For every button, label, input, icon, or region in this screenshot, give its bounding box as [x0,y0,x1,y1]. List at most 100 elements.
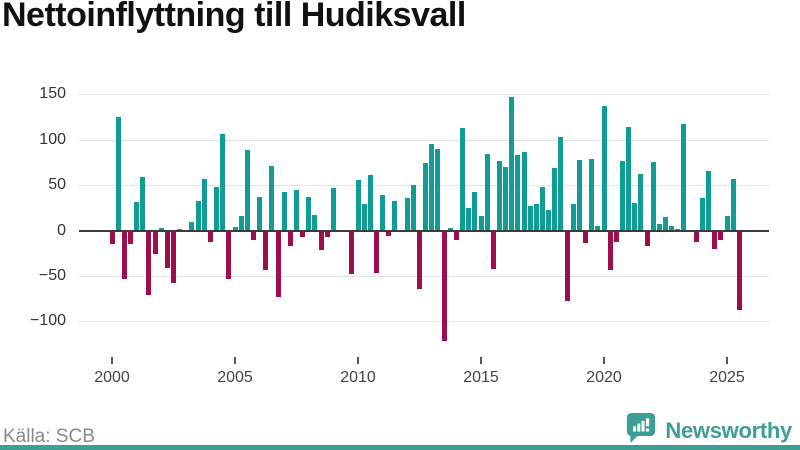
bar [656,224,662,231]
bar [453,230,459,241]
gridline [79,275,769,277]
bar [257,196,263,231]
bar [171,230,176,284]
bar [460,128,466,231]
bar [478,215,484,231]
bar [527,206,533,231]
bar [195,200,201,231]
bar [367,175,373,231]
newsworthy-speech-bubble-chart-icon [626,412,656,449]
bar [718,230,724,240]
bar [613,230,619,243]
bar [250,230,256,240]
x-axis-tick [111,357,113,364]
bar [306,196,312,231]
y-axis-label: 0 [57,221,66,239]
bar [632,203,638,231]
y-axis-label: −50 [38,266,66,284]
bar [693,230,699,243]
bar [164,230,170,268]
bar [546,209,552,231]
bar [663,216,668,231]
bar [650,161,656,231]
bar [404,197,410,231]
bar [576,159,582,231]
x-axis-label: 2020 [586,369,622,386]
bar [189,222,195,231]
bar [380,195,386,231]
bar [392,201,398,231]
bar [521,151,527,231]
bar [134,202,140,231]
bar [287,230,293,246]
zero-axis-line [79,229,769,232]
bar [496,160,502,231]
gridline [79,94,769,96]
bar [669,225,675,231]
bar [324,230,330,237]
bar [736,230,742,311]
bar [220,134,226,231]
bar [712,230,718,249]
bar [115,117,121,231]
bar [294,189,299,231]
bar [552,167,558,231]
bar [121,230,127,279]
bar [435,148,441,231]
bar [140,176,146,231]
bar [207,230,213,243]
bar [429,144,435,231]
brand-logo: Newsworthy [626,412,792,449]
x-axis-label: 2010 [340,369,376,386]
bar [466,207,472,231]
bar [607,230,613,270]
bar [699,197,705,231]
bar [595,225,601,231]
brand-name: Newsworthy [665,417,792,443]
bar [232,226,238,231]
x-axis-label: 2015 [463,369,499,386]
x-axis-tick [603,357,605,364]
bar [583,230,589,244]
chart-title: Nettoinflyttning till Hudiksvall [2,0,466,34]
bar [312,215,318,231]
x-axis-label: 2005 [217,369,253,386]
bar [601,106,607,231]
bar [515,155,521,231]
bar [373,230,379,274]
bar [109,230,115,245]
x-axis-tick [357,357,359,364]
bar [152,230,158,255]
bar [226,230,232,279]
bar [410,185,416,231]
bar [417,230,422,289]
y-axis-label: 50 [48,176,66,194]
bar [533,204,539,231]
bar [318,230,324,251]
x-axis-tick [234,357,236,364]
bar [201,178,207,231]
bar [570,204,576,231]
bar [441,230,447,342]
bar [275,230,281,297]
bar [447,227,453,231]
bar [269,166,275,231]
bar [127,230,133,245]
bar [484,154,490,231]
bar [361,204,367,231]
bar [638,174,644,231]
bar [349,230,355,275]
bar [214,186,220,231]
x-axis-tick [480,357,482,364]
bar [589,158,595,231]
bar [730,178,736,231]
bar [244,149,250,231]
gridline [79,139,769,141]
bar [355,179,361,231]
y-axis-label: 150 [39,85,66,103]
bar [423,163,429,231]
y-axis-label: −100 [29,312,66,330]
y-axis-label: 100 [39,130,66,148]
brand-bottom-border [0,445,800,450]
